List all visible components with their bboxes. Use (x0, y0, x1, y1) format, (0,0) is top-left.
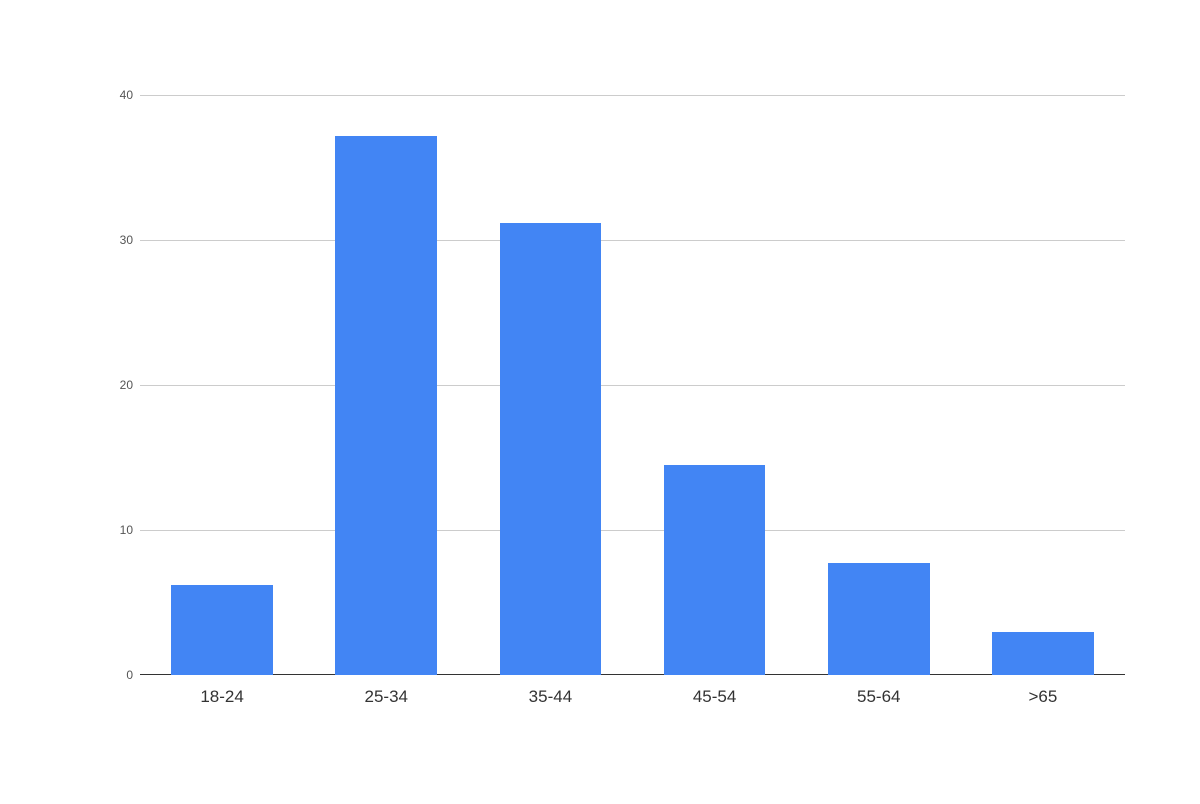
y-tick-label: 20 (93, 378, 133, 392)
gridline (140, 385, 1125, 386)
x-tick-label: 35-44 (529, 687, 572, 707)
bar (664, 465, 766, 675)
x-tick-label: >65 (1028, 687, 1057, 707)
bar (992, 632, 1094, 676)
gridline (140, 240, 1125, 241)
y-tick-label: 10 (93, 523, 133, 537)
y-tick-label: 30 (93, 233, 133, 247)
bar (335, 136, 437, 675)
bar (828, 563, 930, 675)
y-tick-label: 0 (93, 668, 133, 682)
bar (500, 223, 602, 675)
x-tick-label: 18-24 (200, 687, 243, 707)
x-tick-label: 45-54 (693, 687, 736, 707)
bar (171, 585, 273, 675)
plot-area (140, 95, 1125, 675)
x-tick-label: 55-64 (857, 687, 900, 707)
gridline (140, 95, 1125, 96)
bar-chart: 01020304018-2425-3435-4445-5455-64>65 (115, 95, 1125, 715)
gridline (140, 530, 1125, 531)
x-axis-line (140, 674, 1125, 675)
x-tick-label: 25-34 (365, 687, 408, 707)
y-tick-label: 40 (93, 88, 133, 102)
